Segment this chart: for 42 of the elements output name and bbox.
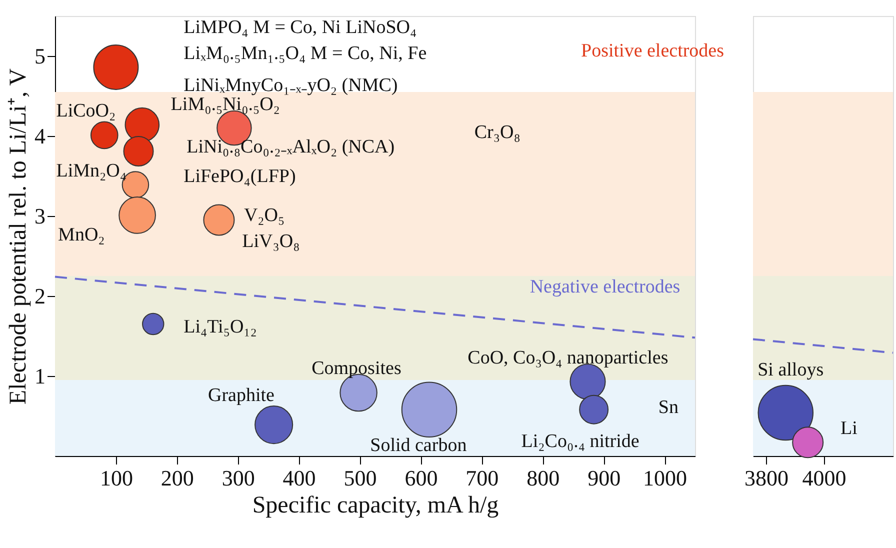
annotation: LiFePO₄(LFP) — [184, 166, 296, 187]
annotation: Li — [840, 418, 858, 439]
annotation: Graphite — [208, 385, 274, 406]
annotation: CoO, Co₃O₄ nanoparticles — [468, 348, 668, 369]
annotation: Li₄Ti₅O₁₂ — [184, 316, 257, 338]
x-tick-label: 500 — [344, 466, 377, 490]
y-tick-label: 1 — [34, 364, 46, 388]
annotation: LiNiₓMnyCo₁₋ₓ₋yO₂ (NMC) — [184, 74, 398, 96]
y-tick-label: 4 — [34, 124, 46, 148]
annotation: LiCoO₂ — [56, 100, 116, 122]
x-tick-label: 1000 — [643, 466, 688, 490]
annotation: Cr₃O₈ — [474, 122, 520, 143]
x-tick-label: 4000 — [802, 466, 846, 490]
annotation: Solid carbon — [370, 434, 468, 456]
annotation: Si alloys — [758, 360, 824, 381]
annotation: Composites — [312, 358, 402, 379]
annotation: LiNi₀.₈Co₀.₂₋ₓAlₓO₂ (NCA) — [186, 136, 395, 158]
x-tick-label: 3800 — [744, 466, 788, 490]
annotation: LiMn₂O₄ — [56, 160, 126, 182]
y-tick-label: 2 — [34, 284, 46, 308]
x-tick-label: 100 — [100, 466, 133, 490]
annotation: Negative electrodes — [530, 276, 680, 298]
annotation: LiₓM₀.₅Mn₁.₅O₄ M = Co, Ni, Fe — [184, 42, 427, 64]
annotation: LiMPO₄ M = Co, Ni LiNoSO₄ — [184, 17, 417, 38]
y-tick-label: 5 — [34, 44, 46, 68]
x-tick-label: 300 — [222, 466, 255, 490]
x-tick-label: 200 — [160, 466, 194, 490]
x-tick-label: 600 — [404, 466, 438, 490]
annotation: Li₂Co₀.₄ nitride — [521, 430, 640, 452]
annotation: MnO₂ — [58, 224, 105, 246]
annotation: LiM₀.₅Ni₀.₅O₂ — [170, 94, 280, 115]
x-tick-label: 400 — [282, 466, 316, 490]
y-tick-label: 3 — [34, 204, 46, 228]
y-axis-title: Electrode potential rel. to Li/Li⁺, V — [6, 68, 32, 405]
x-tick-label: 700 — [466, 466, 499, 490]
annotation: Positive electrodes — [581, 40, 724, 62]
annotation: V₂O₅ — [244, 205, 285, 226]
annotation: LiV₃O₈ — [242, 230, 300, 252]
x-tick-label: 800 — [526, 466, 560, 490]
x-tick-label: 900 — [588, 466, 621, 490]
x-axis-title: Specific capacity, mA h/g — [252, 492, 499, 518]
annotation: Sn — [658, 397, 679, 418]
